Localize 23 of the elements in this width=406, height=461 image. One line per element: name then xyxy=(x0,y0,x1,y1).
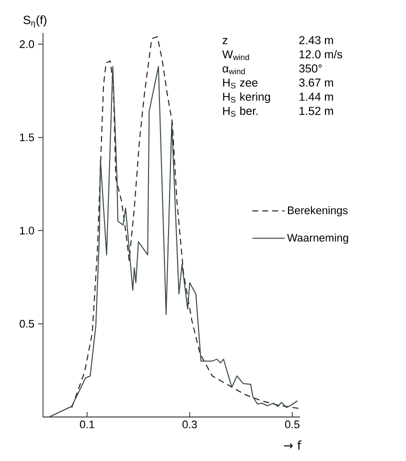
annotation: 12.0 m/s xyxy=(300,50,342,58)
x-axis-title: → f xyxy=(284,440,302,450)
annotation: 350° xyxy=(299,64,322,72)
annotation: z xyxy=(222,38,228,44)
x-tick-label: 0.5 xyxy=(285,420,300,428)
annotation: 1.52 m xyxy=(300,106,333,115)
annotation: 3.67 m xyxy=(299,78,333,87)
y-axis-title: S$_{η}$(f) xyxy=(23,15,46,28)
annotation: 1.44 m xyxy=(300,92,333,101)
annotation: 2.43 m xyxy=(299,36,333,44)
legend-label: Waarneming xyxy=(287,234,348,244)
legend-label: Berekenings xyxy=(288,206,348,216)
y-tick-label: 1.0 xyxy=(20,226,34,234)
y-tick-label: 2.0 xyxy=(20,40,34,48)
x-tick-label: 0.1 xyxy=(80,420,94,428)
y-tick-label: 1.5 xyxy=(20,134,34,142)
annotation: H$_{S}$ ber. xyxy=(223,106,258,117)
y-tick-label: 0.5 xyxy=(20,320,34,328)
x-tick-label: 0.3 xyxy=(182,420,197,428)
annotation: W$_{wind}$ xyxy=(222,50,249,60)
annotation: H$_{S}$ zee xyxy=(223,78,258,88)
annotation: α$_{wind}$ xyxy=(222,66,245,74)
annotation: H$_{S}$ kering xyxy=(223,92,270,104)
